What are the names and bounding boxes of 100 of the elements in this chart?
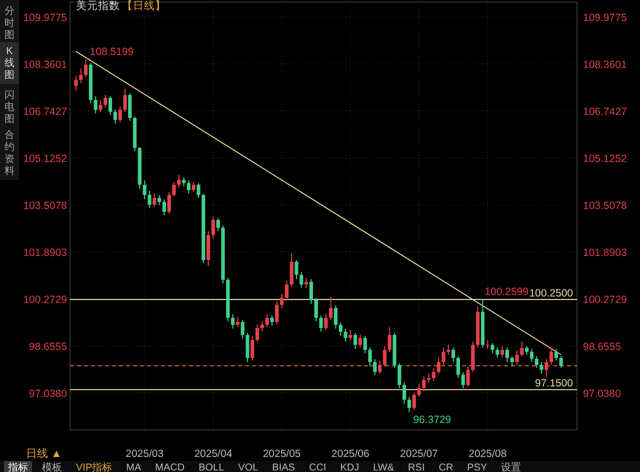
candlestick (275, 300, 279, 325)
y-tick-label: 101.8903 (23, 246, 68, 259)
text: VOL (238, 462, 259, 472)
candlestick (104, 94, 108, 108)
candlestick (186, 180, 190, 194)
candlestick (530, 348, 534, 363)
candlestick (348, 330, 352, 341)
candlestick (382, 346, 386, 367)
text: PSY (467, 462, 488, 472)
annotation: 100.2599 (484, 286, 529, 298)
y-tick-label: 106.7427 (23, 106, 68, 118)
annotation: 108.5199 (90, 46, 134, 58)
chart-subtitle: 【日线】 (122, 0, 166, 12)
candlestick (211, 216, 215, 240)
text: MACD (155, 462, 185, 472)
candlestick (442, 346, 446, 366)
candlestick (113, 108, 117, 124)
candlestick (265, 314, 269, 328)
candlestick (304, 277, 308, 288)
candlestick (510, 356, 514, 367)
candlestick (294, 260, 298, 280)
candlestick (534, 356, 538, 368)
text: 模板 (42, 462, 62, 472)
candlestick (432, 367, 436, 382)
y2-tick-label: 103.5078 (583, 200, 627, 212)
x-tick-label: 2025/05 (262, 448, 301, 460)
y-tick-label: 103.5078 (23, 200, 68, 212)
text: BIAS (272, 462, 296, 472)
candlestick (559, 356, 563, 368)
x-tick-label: 2025/07 (400, 448, 438, 460)
y-tick-label: 109.9775 (23, 12, 68, 24)
candlestick (240, 319, 244, 340)
candlestick (446, 344, 450, 356)
candlestick (338, 322, 342, 336)
candlestick (290, 252, 294, 287)
candlestick (280, 293, 284, 309)
candlestick (329, 296, 333, 320)
text: 日线 ▲ (26, 447, 62, 460)
y2-tick-label: 108.3601 (583, 58, 627, 71)
text: 指标 (7, 462, 28, 472)
candlestick (456, 356, 460, 378)
candlestick (148, 190, 152, 209)
candlestick (192, 181, 196, 193)
chart-title: 美元指数 (76, 0, 120, 12)
candlestick (412, 392, 416, 410)
text: RSI (408, 462, 425, 472)
candlestick (398, 362, 402, 389)
candlestick (344, 328, 348, 342)
y-tick-label: 100.2729 (23, 294, 68, 306)
candlestick (167, 192, 171, 214)
candlestick (250, 335, 254, 362)
candlestick (162, 198, 166, 216)
y2-tick-label: 98.6555 (583, 340, 622, 353)
candlestick (520, 341, 524, 357)
text: 分时图 (4, 5, 14, 41)
text: 闪电图 (4, 89, 14, 125)
candlestick (260, 320, 264, 332)
candlestick (354, 332, 358, 350)
y2-tick-label: 109.9775 (583, 12, 627, 24)
candlestick (490, 342, 494, 354)
candlestick (378, 360, 382, 374)
candlestick (550, 346, 554, 366)
y2-tick-label: 101.8903 (583, 246, 627, 259)
text: K线图 (4, 46, 14, 81)
text: CR (438, 462, 454, 472)
candlestick (544, 358, 548, 378)
candlestick (84, 58, 88, 78)
candlestick (407, 396, 411, 413)
candlestick (324, 314, 328, 331)
y2-tick-label: 106.7427 (583, 106, 627, 118)
candlestick (363, 335, 367, 354)
candlestick (452, 346, 456, 363)
candlestick (422, 376, 426, 392)
annotation: 96.3729 (413, 414, 452, 426)
candlestick (373, 358, 377, 376)
candlestick (236, 316, 240, 328)
candlestick (79, 68, 83, 84)
candlestick (436, 357, 440, 374)
candlestick (466, 366, 470, 388)
candlestick (309, 278, 313, 304)
candlestick (142, 180, 146, 200)
candlestick (358, 334, 362, 348)
candlestick (314, 298, 318, 322)
candlestick (417, 383, 421, 398)
candlestick (158, 194, 162, 206)
y2-tick-label: 97.0380 (583, 388, 622, 400)
ref-line-label: 97.1500 (535, 378, 574, 390)
candlestick (128, 92, 132, 122)
candlestick (108, 96, 112, 116)
candlestick (94, 96, 98, 114)
candlestick (196, 182, 200, 198)
candlestick (388, 326, 392, 352)
candlestick (554, 348, 558, 362)
y2-tick-label: 105.1252 (583, 152, 627, 165)
ref-line-label: 100.2500 (529, 288, 574, 300)
x-tick-label: 2025/04 (194, 448, 232, 460)
candlestick (334, 304, 338, 330)
candlestick (231, 314, 235, 330)
candlestick (74, 75, 78, 91)
candlestick (402, 382, 406, 405)
